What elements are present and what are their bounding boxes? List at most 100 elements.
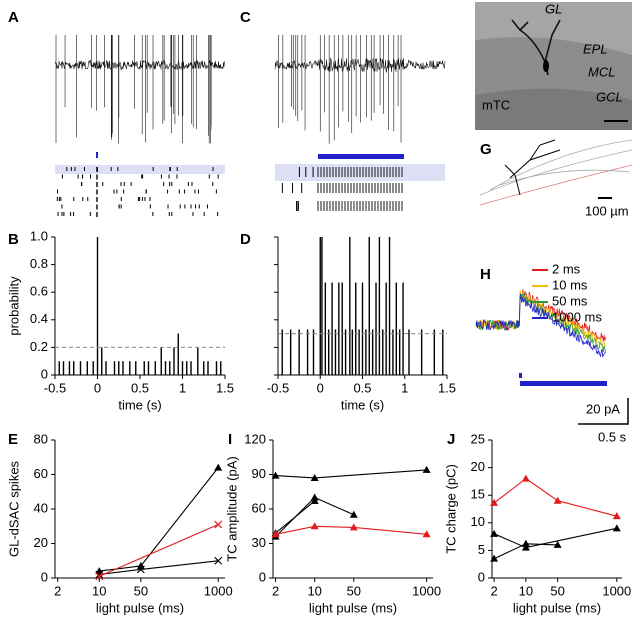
stimulus-band	[55, 165, 225, 174]
x-tick-label: 0.5	[131, 380, 149, 395]
y-axis-label: TC amplitude (pA)	[224, 456, 239, 561]
bar	[118, 361, 120, 375]
x-axis-label: light pulse (ms)	[96, 600, 184, 615]
x-tick-label: 1.5	[216, 380, 234, 395]
bar	[331, 282, 333, 375]
bar	[368, 237, 370, 375]
layer-outline	[499, 169, 631, 186]
bar	[160, 347, 162, 375]
y-tick-label: 120	[244, 431, 266, 446]
bar	[442, 329, 444, 375]
bar	[375, 282, 377, 375]
point	[310, 473, 319, 481]
layer-outline	[479, 164, 633, 206]
bar	[365, 329, 367, 375]
point	[612, 512, 621, 520]
scale-bar	[578, 398, 629, 425]
bar	[420, 329, 423, 375]
point	[553, 540, 562, 548]
bar	[129, 361, 131, 375]
series-line	[275, 469, 427, 479]
bar	[388, 237, 391, 375]
x-tick-label: 2	[54, 583, 61, 598]
stimulus-bar	[520, 381, 607, 386]
x-tick-label: -0.5	[267, 380, 289, 395]
bar	[86, 361, 88, 375]
panel-label: B	[8, 231, 19, 248]
bar	[358, 329, 360, 375]
soma	[543, 60, 549, 72]
y-tick-label: 20	[34, 535, 48, 550]
y-tick-label: 10	[471, 514, 485, 529]
bar	[164, 361, 167, 375]
voltage-trace	[274, 57, 446, 74]
bar	[281, 329, 283, 375]
bar	[58, 361, 60, 375]
bar	[385, 282, 387, 375]
point	[214, 463, 223, 471]
bar	[395, 282, 397, 375]
bar	[321, 237, 323, 375]
y-tick-label: 0.4	[30, 311, 48, 326]
y-tick-label: 0	[478, 569, 485, 584]
micrograph-layer	[475, 88, 632, 130]
bar	[203, 361, 205, 375]
layer-label: EPL	[583, 41, 608, 56]
bar	[101, 347, 103, 375]
y-tick-label: 30	[252, 535, 266, 550]
bar	[96, 237, 99, 375]
layer-outline	[489, 139, 633, 191]
bar	[306, 329, 309, 375]
scale-label: 20 pA	[586, 401, 620, 416]
bar	[289, 329, 292, 375]
y-tick-label: 0	[41, 366, 48, 381]
x-tick-label: 1000	[602, 583, 631, 598]
legend-label: 10 ms	[552, 277, 588, 292]
point	[422, 465, 431, 473]
bar	[433, 329, 436, 375]
point	[271, 530, 280, 538]
bar	[173, 347, 175, 375]
voltage-trace	[54, 59, 226, 71]
bar	[169, 361, 171, 375]
bar	[298, 329, 300, 375]
bar	[341, 282, 343, 375]
x-tick-label: 1	[401, 380, 408, 395]
legend-label: 1000 ms	[552, 309, 602, 324]
bar	[351, 329, 354, 375]
panel-label: G	[480, 141, 492, 158]
legend-label: 2 ms	[552, 261, 581, 276]
bar	[207, 361, 209, 375]
legend-label: 50 ms	[552, 293, 588, 308]
x-tick-label: -0.5	[44, 380, 66, 395]
bar	[186, 361, 188, 375]
series-line	[99, 523, 219, 577]
bar	[334, 329, 337, 375]
bar	[382, 329, 384, 375]
bar	[361, 282, 364, 375]
bar	[190, 361, 192, 375]
x-tick-label: 0.5	[353, 380, 371, 395]
bar	[122, 361, 124, 375]
y-tick-label: 60	[34, 466, 48, 481]
point	[521, 543, 530, 551]
panel-label: A	[8, 9, 19, 26]
x-axis-label: time (s)	[118, 397, 161, 412]
y-tick-label: 0.2	[30, 339, 48, 354]
panel-label: E	[8, 431, 18, 448]
micrograph-layer	[475, 2, 632, 55]
panel-label: H	[480, 266, 491, 283]
point	[490, 554, 499, 562]
x-tick-label: 10	[519, 583, 533, 598]
bar	[402, 282, 404, 375]
series-line	[99, 560, 219, 576]
x-tick-label: 2	[272, 583, 279, 598]
bar	[392, 329, 394, 375]
y-tick-label: 60	[252, 500, 266, 515]
bar	[147, 361, 150, 375]
layer-label: GCL	[596, 89, 623, 104]
y-tick-label: 15	[471, 487, 485, 502]
bar	[324, 282, 327, 375]
